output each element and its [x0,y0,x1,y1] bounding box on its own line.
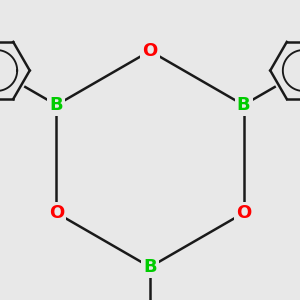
Text: B: B [143,258,157,276]
Text: O: O [236,204,251,222]
Text: O: O [49,204,64,222]
Text: B: B [50,96,63,114]
Text: B: B [237,96,250,114]
Text: O: O [142,42,158,60]
